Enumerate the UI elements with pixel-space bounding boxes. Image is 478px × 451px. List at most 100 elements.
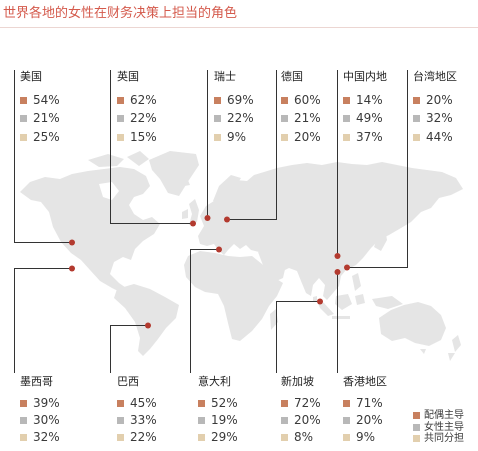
- region-card-mainland-china: 中国内地 14% 49% 37%: [343, 70, 407, 146]
- shared-value: 15%: [130, 130, 157, 144]
- woman-led-swatch: [198, 416, 205, 424]
- location-dot-mexico: [69, 265, 75, 272]
- spouse-led-stat: 72%: [281, 396, 341, 410]
- location-dot-germany: [224, 216, 230, 223]
- woman-led-swatch: [20, 114, 27, 122]
- shared-value: 9%: [356, 430, 376, 444]
- region-card-hong-kong: 香港地区 71% 20% 9%: [343, 375, 407, 451]
- spouse-led-stat: 39%: [20, 396, 80, 410]
- shared-stat: 22%: [117, 430, 177, 444]
- location-dot-uk: [190, 220, 196, 227]
- callout-line-singapore: [276, 301, 320, 373]
- location-dot-taiwan: [344, 264, 350, 271]
- region-card-taiwan: 台湾地区 20% 32% 44%: [413, 70, 477, 146]
- spouse-led-swatch: [214, 96, 221, 104]
- legend-item-woman-led: 女性主导: [413, 422, 473, 433]
- woman-led-value: 22%: [130, 111, 157, 125]
- region-name: 新加坡: [281, 375, 314, 388]
- spouse-led-swatch: [117, 96, 124, 104]
- shared-swatch: [198, 433, 205, 441]
- region-name: 中国内地: [343, 70, 387, 83]
- continent-australia: [379, 302, 446, 354]
- shared-swatch: [281, 133, 288, 141]
- region-card-mexico: 墨西哥 39% 30% 32%: [20, 375, 84, 451]
- legend-item-shared: 共同分担: [413, 433, 473, 444]
- shared-swatch: [117, 133, 124, 141]
- woman-led-stat: 21%: [281, 111, 341, 125]
- spouse-led-swatch: [413, 96, 420, 104]
- shared-swatch: [117, 433, 124, 441]
- woman-led-stat: 19%: [198, 413, 258, 427]
- spouse-led-stat: 60%: [281, 93, 341, 107]
- greenland: [149, 151, 199, 196]
- callout-line-mexico: [14, 268, 72, 373]
- shared-value: 9%: [227, 130, 247, 144]
- location-dots: [69, 215, 350, 329]
- spouse-led-swatch: [20, 96, 27, 104]
- woman-led-stat: 33%: [117, 413, 177, 427]
- shared-swatch: [343, 133, 350, 141]
- shared-stat: 9%: [214, 130, 274, 144]
- continent-africa: [184, 251, 283, 341]
- region-name: 巴西: [117, 375, 139, 388]
- shared-stat: 32%: [20, 430, 80, 444]
- shared-value: 25%: [33, 130, 60, 144]
- woman-led-swatch: [343, 416, 350, 424]
- shared-stat: 29%: [198, 430, 258, 444]
- spouse-led-value: 52%: [211, 396, 238, 410]
- arctic-islands: [88, 151, 149, 167]
- legend-label: 共同分担: [424, 433, 464, 444]
- shared-value: 37%: [356, 130, 383, 144]
- sri-lanka: [313, 296, 317, 302]
- location-dot-brazil: [145, 322, 151, 329]
- shared-stat: 25%: [20, 130, 80, 144]
- woman-led-swatch: [281, 114, 288, 122]
- woman-led-value: 21%: [33, 111, 60, 125]
- region-name: 瑞士: [214, 70, 236, 83]
- region-card-italy: 意大利 52% 19% 29%: [198, 375, 262, 451]
- woman-led-stat: 22%: [214, 111, 274, 125]
- region-card-switzerland: 瑞士 69% 22% 9%: [214, 70, 278, 146]
- woman-led-value: 20%: [294, 413, 321, 427]
- region-name: 墨西哥: [20, 375, 53, 388]
- region-card-singapore: 新加坡 72% 20% 8%: [281, 375, 345, 451]
- woman-led-value: 30%: [33, 413, 60, 427]
- shared-value: 44%: [426, 130, 453, 144]
- callout-line-brazil: [110, 325, 148, 373]
- page-title: 世界各地的女性在财务决策上担当的角色: [3, 6, 238, 21]
- shared-stat: 9%: [343, 430, 403, 444]
- location-dot-mainland-china: [334, 253, 341, 259]
- woman-led-value: 33%: [130, 413, 157, 427]
- woman-led-value: 20%: [356, 413, 383, 427]
- region-name: 台湾地区: [413, 70, 457, 83]
- woman-led-swatch: [343, 114, 350, 122]
- shared-value: 20%: [294, 130, 321, 144]
- spouse-led-value: 54%: [33, 93, 60, 107]
- region-name: 意大利: [198, 375, 231, 388]
- legend: 配偶主导 女性主导 共同分担: [413, 410, 475, 444]
- woman-led-stat: 49%: [343, 111, 403, 125]
- callout-line-uk: [110, 70, 193, 224]
- shared-swatch: [343, 433, 350, 441]
- callout-line-germany: [227, 70, 277, 220]
- spouse-led-value: 14%: [356, 93, 383, 107]
- region-name: 美国: [20, 70, 42, 83]
- spouse-led-swatch: [343, 399, 350, 407]
- spouse-led-swatch: [281, 399, 288, 407]
- spouse-led-stat: 71%: [343, 396, 403, 410]
- spouse-led-value: 60%: [294, 93, 321, 107]
- legend-label: 配偶主导: [424, 410, 464, 421]
- shared-swatch: [20, 433, 27, 441]
- spouse-led-value: 71%: [356, 396, 383, 410]
- woman-led-value: 19%: [211, 413, 238, 427]
- legend-item-spouse-led: 配偶主导: [413, 410, 473, 421]
- region-card-uk: 英国 62% 22% 15%: [117, 70, 181, 146]
- region-card-us: 美国 54% 21% 25%: [20, 70, 84, 146]
- spouse-led-value: 72%: [294, 396, 321, 410]
- british-isles: [182, 199, 199, 225]
- spouse-led-value: 69%: [227, 93, 254, 107]
- woman-led-stat: 22%: [117, 111, 177, 125]
- spouse-led-stat: 54%: [20, 93, 80, 107]
- iceland: [176, 178, 190, 187]
